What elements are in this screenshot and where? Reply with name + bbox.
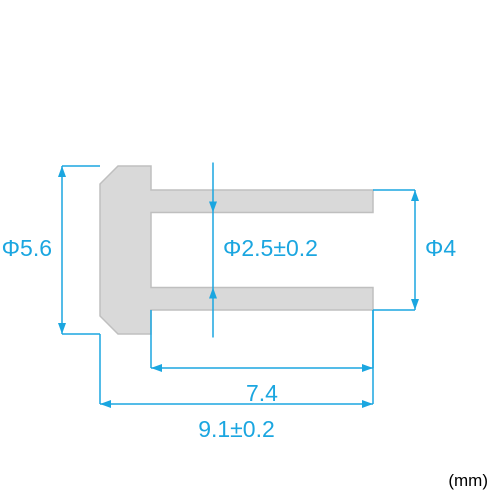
dim-arrow bbox=[58, 323, 66, 334]
dim-arrow bbox=[100, 400, 111, 408]
dim-arrow bbox=[151, 364, 162, 372]
dimensions.barrel_len.label: 7.4 bbox=[246, 380, 278, 406]
dim-arrow bbox=[362, 400, 373, 408]
unit-label: (mm) bbox=[448, 471, 488, 490]
dim-arrow bbox=[58, 166, 66, 177]
dimensions.outer_dia.label: Φ4 bbox=[425, 235, 456, 261]
dim-arrow bbox=[411, 190, 419, 201]
dim-arrow bbox=[411, 299, 419, 310]
dim-arrow bbox=[362, 364, 373, 372]
dimensions.flange_dia.label: Φ5.6 bbox=[2, 235, 52, 261]
dimensions.total_len.label: 9.1±0.2 bbox=[198, 416, 275, 442]
dimensions.inner_dia.label: Φ2.5±0.2 bbox=[223, 235, 318, 261]
